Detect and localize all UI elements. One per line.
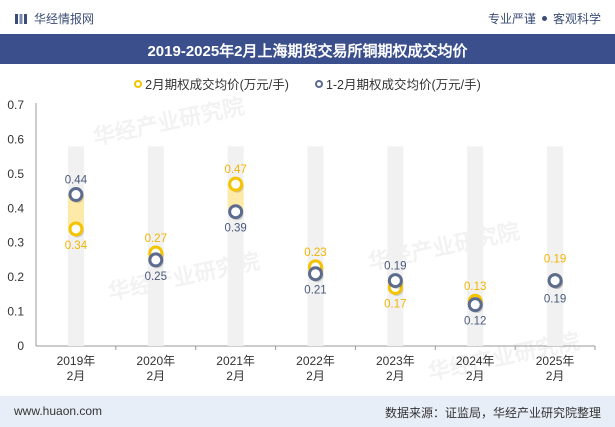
tagline: 专业严谨 客观科学 [488,10,601,27]
series1-point [228,176,244,192]
series2-point [68,187,84,203]
range-highlight [67,194,84,229]
x-tick-label: 2月 [306,369,325,383]
x-tick-label: 2021年 [216,354,255,368]
series2-point [308,266,323,282]
footer-source: 数据来源：证监局，华经产业研究院整理 [384,406,601,420]
series1-data-label: 0.47 [224,164,246,176]
y-tick-label: 0.1 [7,305,24,319]
title-bar: 2019-2025年2月上海期货交易所铜期权成交均价 [0,34,615,64]
range-highlight [227,184,244,212]
x-tick-label: 2022年 [296,354,335,368]
y-tick-label: 0 [17,339,24,353]
series2-data-label: 0.12 [464,316,486,328]
x-tick-label: 2月 [546,369,565,383]
category-bar [387,146,404,346]
tagline-right: 客观科学 [552,12,601,26]
series1-data-label: 0.27 [145,233,167,245]
legend-marker-series2-icon [314,79,323,88]
chart-legend: 2月期权成交均价(万元/手) 1-2月期权成交均价(万元/手) [0,74,615,93]
category-bar [227,146,244,346]
series2-data-label: 0.19 [384,261,406,273]
series2-point [467,297,483,313]
y-tick-label: 0.6 [7,132,24,146]
legend-item-series1: 2月期权成交均价(万元/手) [134,74,289,93]
series2-data-label: 0.25 [145,271,167,283]
footer-bar: www.huaon.com 数据来源：证监局，华经产业研究院整理 [0,396,615,427]
x-tick-label: 2020年 [136,354,175,368]
series1-point [68,221,84,237]
x-tick-label: 2月 [146,369,165,383]
series1-data-label: 0.23 [304,247,326,259]
series2-point [387,273,403,289]
category-bar [307,146,324,346]
x-tick-label: 2023年 [376,354,415,368]
brand-name: 华经情报网 [34,12,95,26]
top-bar: 华经情报网 专业严谨 客观科学 [0,0,615,34]
legend-marker-series1-icon [134,79,143,88]
legend-label-series1: 2月期权成交均价(万元/手) [145,78,289,92]
series2-point [228,204,244,220]
series1-data-label: 0.13 [464,281,486,293]
x-tick-label: 2月 [67,369,86,383]
chart-title: 2019-2025年2月上海期货交易所铜期权成交均价 [147,43,468,60]
category-bar [547,146,564,346]
tagline-left: 专业严谨 [487,12,536,26]
series2-data-label: 0.39 [224,223,246,235]
y-tick-label: 0.4 [7,201,24,215]
watermark-text: 华经产业研究院 [91,93,247,149]
series2-data-label: 0.21 [304,285,326,297]
series1-data-label: 0.34 [65,240,88,252]
series2-data-label: 0.44 [65,175,88,187]
y-tick-label: 0.3 [7,236,24,250]
x-tick-label: 2月 [386,369,405,383]
series2-point [148,252,164,268]
series1-data-label: 0.17 [384,298,406,310]
x-tick-label: 2月 [226,369,245,383]
y-tick-label: 0.5 [7,167,24,181]
series2-data-label: 0.19 [544,294,566,306]
legend-item-series2: 1-2月期权成交均价(万元/手) [314,74,481,93]
legend-label-series2: 1-2月期权成交均价(万元/手) [325,78,481,92]
chart-canvas: 华经产业研究院华经产业研究院华经产业研究院华经产业研究院00.10.20.30.… [7,93,596,385]
x-tick-label: 2025年 [536,354,575,368]
x-tick-label: 2024年 [456,354,495,368]
y-tick-label: 0.2 [7,270,24,284]
separator-dot-icon [541,16,547,21]
series1-data-label: 0.19 [544,254,566,266]
series2-point [547,273,563,289]
footer-website: www.huaon.com [14,404,103,418]
brand: 华经情报网 [14,10,94,27]
x-tick-label: 2月 [466,369,485,383]
x-tick-label: 2019年 [57,354,96,368]
y-tick-label: 0.7 [7,98,24,112]
brand-logo-icon [14,12,28,26]
